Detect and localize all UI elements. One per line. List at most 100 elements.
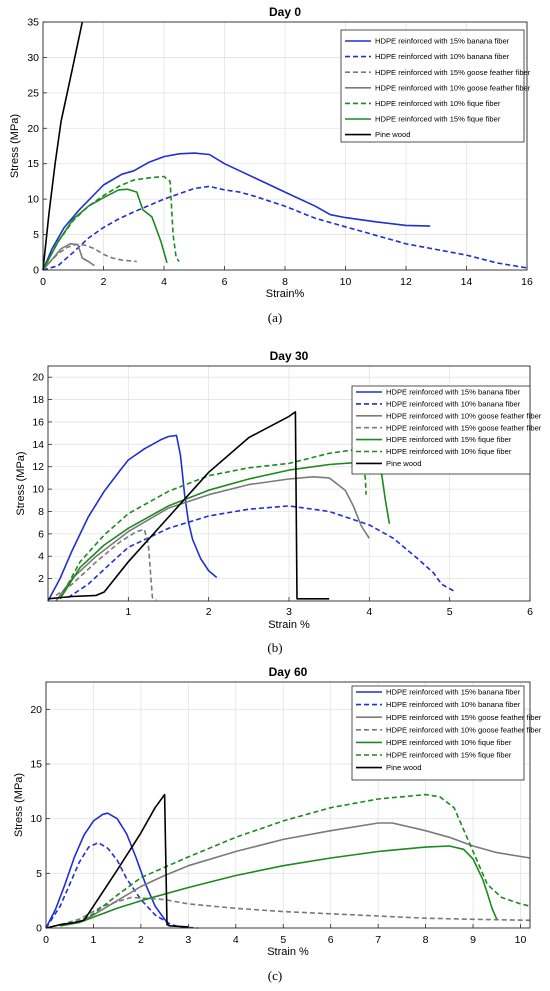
x-tick-label: 7: [375, 934, 381, 946]
legend: HDPE reinforced with 15% banana fiber HDP…: [340, 29, 531, 143]
legend-box: [351, 685, 525, 781]
y-tick-label: 8: [38, 506, 44, 518]
x-axis-label: Strain %: [268, 619, 310, 631]
x-tick-label: 12: [400, 276, 412, 288]
series-line-1: [42, 152, 431, 271]
x-tick-label: 10: [515, 934, 527, 946]
x-tick-label: 6: [328, 934, 334, 946]
series-line-5: [60, 845, 498, 927]
x-tick-label: 2: [206, 606, 212, 618]
y-tick-label: 5: [33, 229, 39, 241]
y-tick-label: 0: [33, 265, 39, 277]
series-line-6: [42, 188, 168, 271]
y-axis-label: Stress (MPa): [15, 451, 27, 515]
y-tick-label: 5: [36, 868, 42, 880]
series-line-4: [42, 243, 95, 271]
series-line-3: [60, 822, 531, 927]
legend-label-1: HDPE reinforced with 15% banana fiber: [375, 37, 510, 46]
y-tick-label: 4: [38, 551, 44, 563]
series-line-4: [55, 528, 157, 601]
y-tick-label: 10: [32, 484, 44, 496]
y-tick-label: 30: [27, 52, 39, 64]
series-line-2: [45, 841, 198, 929]
x-tick-label: 1: [91, 934, 97, 946]
series-line-1: [45, 812, 170, 929]
x-axis-label: Strain%: [266, 288, 305, 300]
x-tick-label: 2: [101, 276, 107, 288]
y-axis-label: Stress (MPa): [9, 114, 21, 178]
series-line-6: [60, 793, 531, 927]
x-tick-label: 14: [461, 276, 473, 288]
y-tick-label: 10: [30, 813, 42, 825]
y-tick-label: 14: [32, 439, 44, 451]
series-group: [42, 21, 528, 271]
x-tick-label: 16: [521, 276, 533, 288]
legend-label-7: Pine wood: [386, 763, 421, 772]
legend-label-2: HDPE reinforced with 10% banana fiber: [386, 700, 521, 709]
x-tick-label: 3: [286, 606, 292, 618]
x-tick-label: 10: [340, 276, 352, 288]
legend-label-4: HDPE reinforced with 10% goose feather f…: [386, 725, 542, 734]
x-tick-label: 4: [161, 276, 167, 288]
series-line-1: [47, 434, 218, 602]
x-tick-label: 5: [280, 934, 286, 946]
legend-label-6: HDPE reinforced with 10% fique fiber: [386, 447, 512, 456]
x-tick-label: 3: [185, 934, 191, 946]
y-tick-label: 0: [36, 923, 42, 935]
y-tick-label: 15: [30, 759, 42, 771]
y-tick-label: 20: [32, 372, 44, 384]
series-line-7: [47, 411, 330, 600]
figure-caption: (a): [268, 310, 282, 325]
legend-label-7: Pine wood: [375, 130, 410, 139]
x-tick-label: 2: [138, 934, 144, 946]
series-line-7: [42, 21, 84, 271]
legend-label-5: HDPE reinforced with 10% fique fiber: [386, 738, 512, 747]
chart-panel-1: 0 2 4 6 8 10 12 14 16 0 5 10 15 20 25 30 35 Day 0 Strain% S…: [9, 5, 533, 325]
legend-label-6: HDPE reinforced with 15% fique fiber: [375, 115, 501, 124]
legend-label-4: HDPE reinforced with 10% goose feather f…: [375, 83, 531, 92]
series-line-6: [59, 449, 367, 600]
y-axis-label: Stress (MPa): [13, 773, 25, 837]
legend-label-3: HDPE reinforced with 15% goose feather f…: [375, 68, 531, 77]
legend: HDPE reinforced with 15% banana fiber HDP…: [351, 385, 542, 475]
plot-frame: [45, 681, 531, 929]
x-tick-label: 5: [447, 606, 453, 618]
legend-label-7: Pine wood: [386, 459, 421, 468]
figure-caption: (b): [267, 640, 282, 655]
x-tick-label: 4: [366, 606, 372, 618]
legend-box: [340, 29, 525, 143]
x-axis-label: Strain %: [267, 946, 309, 958]
y-tick-label: 35: [27, 17, 39, 29]
x-tick-label: 6: [527, 606, 533, 618]
x-tick-label: 8: [282, 276, 288, 288]
y-tick-label: 18: [32, 394, 44, 406]
legend-label-2: HDPE reinforced with 10% banana fiber: [375, 52, 510, 61]
x-tick-label: 0: [40, 276, 46, 288]
y-tick-label: 2: [38, 573, 44, 585]
series-line-3: [55, 475, 370, 602]
series-group: [45, 793, 531, 929]
legend-label-4: HDPE reinforced with 15% goose feather f…: [386, 423, 542, 432]
legend: HDPE reinforced with 15% banana fiber HDP…: [351, 685, 542, 781]
legend-label-5: HDPE reinforced with 10% fique fiber: [375, 99, 501, 108]
chart-title: Day 60: [269, 665, 308, 679]
x-tick-label: 4: [233, 934, 239, 946]
y-tick-label: 12: [32, 461, 44, 473]
legend-label-1: HDPE reinforced with 15% banana fiber: [386, 388, 521, 397]
x-tick-label: 1: [125, 606, 131, 618]
legend-label-3: HDPE reinforced with 15% goose feather f…: [386, 713, 542, 722]
legend-label-5: HDPE reinforced with 15% fique fiber: [386, 435, 512, 444]
legend-box: [351, 385, 531, 475]
chart-title: Day 30: [270, 349, 309, 363]
series-line-2: [67, 505, 455, 599]
legend-label-2: HDPE reinforced with 10% banana fiber: [386, 400, 521, 409]
series-line-3: [42, 243, 137, 271]
y-tick-label: 10: [27, 194, 39, 206]
legend-label-1: HDPE reinforced with 15% banana fiber: [386, 688, 521, 697]
x-tick-label: 9: [470, 934, 476, 946]
series-line-2: [42, 185, 528, 271]
x-tick-label: 0: [43, 934, 49, 946]
y-tick-label: 6: [38, 528, 44, 540]
series-line-7: [45, 793, 189, 929]
